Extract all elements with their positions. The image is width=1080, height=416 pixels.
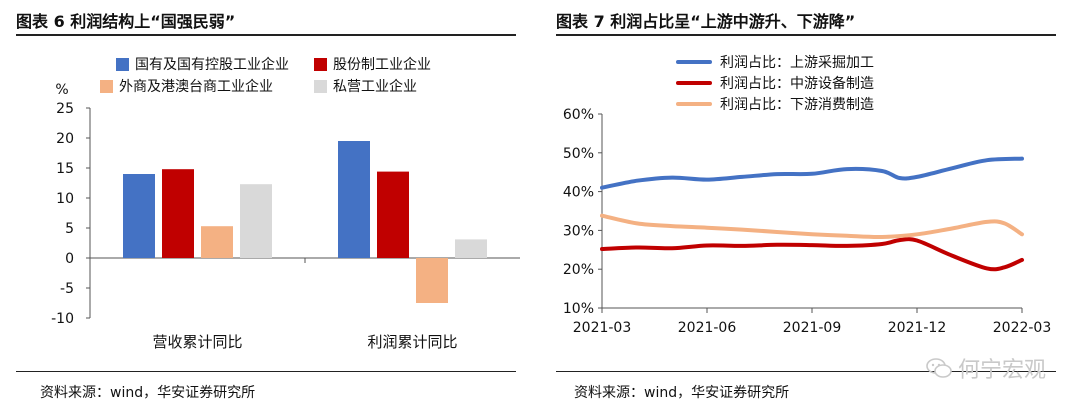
y-tick-label: 50%	[563, 146, 594, 162]
legend-item: 利润占比：中游设备制造	[676, 73, 874, 93]
panel-right-source-rule	[556, 371, 1056, 372]
panel-left-title-rule	[16, 34, 516, 36]
legend-line-swatch	[676, 102, 712, 106]
legend-swatch	[314, 57, 327, 71]
legend-item: 国有及国有控股工业企业	[116, 54, 289, 74]
bar	[416, 258, 448, 303]
bar	[201, 226, 233, 258]
bar	[338, 141, 370, 258]
legend-label: 利润占比：下游消费制造	[720, 97, 874, 113]
legend-item: 私营工业企业	[314, 76, 417, 96]
x-tick-label: 2021-09	[783, 320, 842, 336]
y-tick-label: -5	[60, 281, 74, 297]
y-tick-label: 0	[65, 251, 74, 267]
legend-label: 私营工业企业	[333, 79, 417, 95]
y-tick-label: 5	[65, 221, 74, 237]
y-tick-label: 20	[56, 131, 74, 147]
y-tick-label: 40%	[563, 185, 594, 201]
panel-right-title: 图表 7 利润占比呈“上游中游升、下游降”	[556, 12, 856, 31]
y-tick-label: 25	[56, 101, 74, 117]
y-axis-unit-label: %	[55, 82, 68, 98]
bar	[162, 169, 194, 258]
x-tick-label: 2021-12	[888, 320, 947, 336]
watermark: 何宁宏观	[926, 352, 1046, 384]
panel-left-source: 资料来源：wind，华安证券研究所	[40, 385, 256, 401]
x-tick-label: 2021-06	[678, 320, 737, 336]
panel-left-title: 图表 6 利润结构上“国强民弱”	[16, 12, 236, 31]
y-tick-label: 10	[56, 191, 74, 207]
panel-right-source: 资料来源：wind，华安证券研究所	[574, 385, 790, 401]
legend-item: 利润占比：下游消费制造	[676, 94, 874, 114]
panel-left-source-rule	[16, 371, 516, 372]
legend-label: 利润占比：中游设备制造	[720, 76, 874, 92]
y-tick-label: 15	[56, 161, 74, 177]
wechat-icon	[926, 358, 952, 378]
legend-swatch	[100, 79, 113, 93]
legend-line-swatch	[676, 60, 712, 64]
y-tick-label: -10	[51, 311, 74, 327]
panel-right-title-rule	[556, 34, 1056, 36]
legend-swatch	[314, 79, 327, 93]
x-category-label: 利润累计同比	[367, 333, 457, 351]
x-tick-label: 2021-03	[573, 320, 632, 336]
bar	[240, 184, 272, 258]
legend-label: 利润占比：上游采掘加工	[720, 55, 874, 71]
series-line	[600, 213, 1024, 240]
legend-item: 外商及港澳台商工业企业	[100, 76, 273, 96]
legend-swatch	[116, 57, 129, 71]
legend-line-swatch	[676, 81, 712, 85]
y-tick-label: 30%	[563, 223, 594, 239]
legend-label: 外商及港澳台商工业企业	[119, 79, 273, 95]
bar	[455, 239, 487, 258]
series-line	[600, 237, 1024, 272]
legend-label: 国有及国有控股工业企业	[135, 57, 289, 73]
series-line	[600, 156, 1024, 190]
bar-chart: % -10 -5 0 5 10 15 20 25 营收累计同比 利润累计同比	[51, 82, 520, 351]
bar	[123, 174, 155, 258]
legend-item: 股份制工业企业	[314, 54, 431, 74]
y-tick-label: 10%	[563, 301, 594, 317]
watermark-text: 何宁宏观	[957, 358, 1046, 383]
y-tick-label: 60%	[563, 107, 594, 123]
y-tick-label: 20%	[563, 262, 594, 278]
x-tick-label: 2022-03	[993, 320, 1052, 336]
legend-label: 股份制工业企业	[333, 57, 431, 73]
line-chart: 10% 20% 30% 40% 50% 60% 2021-03 2021-06 2021-09 2…	[563, 107, 1052, 336]
legend-item: 利润占比：上游采掘加工	[676, 52, 874, 72]
x-category-label: 营收累计同比	[152, 333, 242, 351]
bar	[377, 171, 409, 258]
